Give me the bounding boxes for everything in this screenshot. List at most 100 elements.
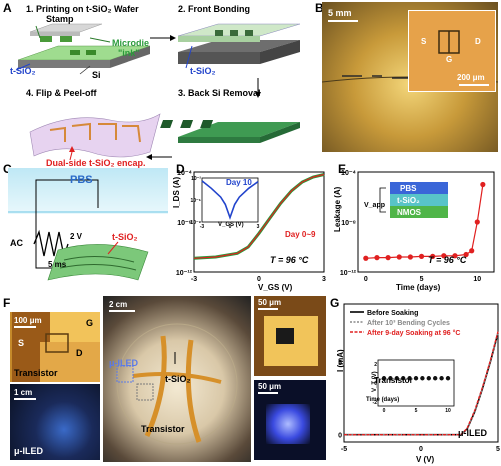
panel-e-label: E xyxy=(338,162,347,176)
g-inset-point xyxy=(439,376,444,381)
g-inset-point xyxy=(388,376,393,381)
g-inset-ytick: 2 xyxy=(374,362,377,368)
e-vapp: V_app xyxy=(364,202,386,209)
g-ylabel: I (mA) xyxy=(336,349,345,372)
f-iled-on-photo: 50 μm xyxy=(254,380,326,460)
e-data-point xyxy=(474,219,480,225)
g-xlabel: V (V) xyxy=(416,455,435,464)
g-inset-point xyxy=(433,376,438,381)
d-inset-frame xyxy=(201,177,259,223)
panel-b-label: B xyxy=(315,1,324,15)
e-temp: T = 96 °C xyxy=(428,255,467,265)
d-xtick: 3 xyxy=(322,276,326,283)
tsio2-c-label: t-SiO₂ xyxy=(112,232,138,242)
e-data-point xyxy=(452,253,458,259)
g-inset-point xyxy=(401,376,406,381)
chart-d: 10⁻⁴10⁻⁸10⁻¹²-3 0 3 10⁻²10⁻⁵10⁻⁸-3 0 3 xyxy=(176,170,326,283)
panel-a-label: A xyxy=(3,1,12,15)
step1-title: 1. Printing on t-SiO₂ Wafer xyxy=(26,4,139,14)
ac-label: AC xyxy=(10,238,23,248)
d-ylabel: I_DS (A) xyxy=(172,176,181,208)
f-scale3-bar xyxy=(109,310,135,312)
f-iled-main: μ-ILED xyxy=(109,358,139,368)
g-inset-point xyxy=(394,376,399,381)
time-label: 5 ms xyxy=(48,260,67,269)
e-data-point xyxy=(441,253,447,259)
scale-bar-inset xyxy=(459,84,489,86)
e-ytick: 10⁻⁸ xyxy=(341,220,356,227)
d-ytick: 10⁻⁴ xyxy=(177,170,192,177)
e-data-point xyxy=(463,251,469,258)
e-layer1-label: PBS xyxy=(400,184,417,193)
e-xtick: 10 xyxy=(473,276,481,283)
si-label: Si xyxy=(92,70,101,80)
e-data-point xyxy=(363,255,369,261)
b-g-label: G xyxy=(446,55,453,64)
f-g-label: G xyxy=(86,318,94,328)
g-legend-label: After 10³ Bending Cycles xyxy=(367,320,450,327)
scale-main: 5 mm xyxy=(328,8,352,18)
e-data-point xyxy=(407,254,413,260)
step4-title: 4. Flip & Peel-off xyxy=(26,88,97,98)
e-layer2-label: t-SiO₂ xyxy=(397,196,420,205)
g-xtick: 5 xyxy=(496,446,500,453)
f-scale1: 100 μm xyxy=(14,316,42,325)
f-transistor-photo: 100 μm S G D Transistor xyxy=(10,312,100,382)
panel-d-label: D xyxy=(176,162,185,176)
e-data-point xyxy=(480,181,486,188)
f-tsio2: t-SiO₂ xyxy=(165,374,191,384)
d-inset-ytick: 10⁻² xyxy=(191,176,201,182)
d-ytick: 10⁻¹² xyxy=(176,270,193,277)
f-iled-glow xyxy=(266,404,310,444)
g-legend-label: Before Soaking xyxy=(367,310,418,317)
b-s-label: S xyxy=(421,37,427,46)
g-ytick: 5 xyxy=(338,360,342,367)
panel-a-schematic xyxy=(15,23,301,161)
chart-e: 10⁻⁴ 10⁻⁸ 10⁻¹² 0 5 10 xyxy=(340,170,495,283)
f-transistor-main: Transistor xyxy=(141,424,185,434)
e-data-point xyxy=(430,253,436,259)
d-inset-line xyxy=(201,180,259,220)
encap-label: Dual-side t-SiO₂ encap. xyxy=(46,158,146,168)
g-inset-ytick: 0 xyxy=(374,381,377,387)
g-ytick: 0 xyxy=(338,433,342,440)
b-d-label: D xyxy=(475,37,481,46)
g-iled: μ-ILED xyxy=(458,428,488,438)
e-data-point xyxy=(374,255,380,261)
g-inset-point xyxy=(445,376,451,381)
g-series-line xyxy=(344,331,499,436)
stamp-label: Stamp xyxy=(46,14,74,24)
tsio2-bond-label: t-SiO₂ xyxy=(190,66,216,76)
tsio2-label: t-SiO₂ xyxy=(10,66,36,76)
volt-label: 2 V xyxy=(70,232,83,241)
d-ytick: 10⁻⁸ xyxy=(177,220,192,227)
g-inset-point xyxy=(420,376,425,381)
step3-title: 3. Back Si Removal xyxy=(178,88,261,98)
d-inset-xtick: 3 xyxy=(257,224,260,230)
f-iled-label: μ-ILED xyxy=(14,446,44,456)
e-xtick: 0 xyxy=(364,276,368,283)
g-inset-ylabel: V_T (V) xyxy=(372,371,378,392)
g-inset-xtick: 5 xyxy=(415,408,418,414)
e-ytick: 10⁻¹² xyxy=(340,270,357,277)
f-scale2-bar xyxy=(14,398,36,400)
panel-g-label: G xyxy=(330,296,340,310)
d-series-line xyxy=(193,173,325,259)
f-s-label: S xyxy=(18,338,25,348)
chart-g: Before Soaking After 10³ Bending Cycles Af… xyxy=(338,303,500,453)
scale-inset: 200 μm xyxy=(457,73,485,82)
f-transistor-label: Transistor xyxy=(14,368,58,378)
e-ylabel: Leakage (A) xyxy=(333,186,342,232)
d-inset-ytick: 10⁻⁵ xyxy=(190,198,201,204)
g-inset-frame xyxy=(377,359,455,407)
f-sphere-photo: 2 cm μ-ILED t-SiO₂ Transistor xyxy=(103,296,251,462)
e-data-point xyxy=(396,254,402,260)
g-xtick: 0 xyxy=(419,446,423,453)
panel-a: 1. Printing on t-SiO₂ Wafer 2. Front Bon… xyxy=(10,2,310,170)
d-frame xyxy=(193,171,325,273)
f-scale5: 50 μm xyxy=(258,382,282,391)
ink-label: "ink" xyxy=(118,48,140,58)
f-iled-photo: 1 cm μ-ILED xyxy=(10,384,100,460)
g-inset-point xyxy=(413,376,419,381)
inset-photo: S G D 200 μm xyxy=(408,10,496,92)
